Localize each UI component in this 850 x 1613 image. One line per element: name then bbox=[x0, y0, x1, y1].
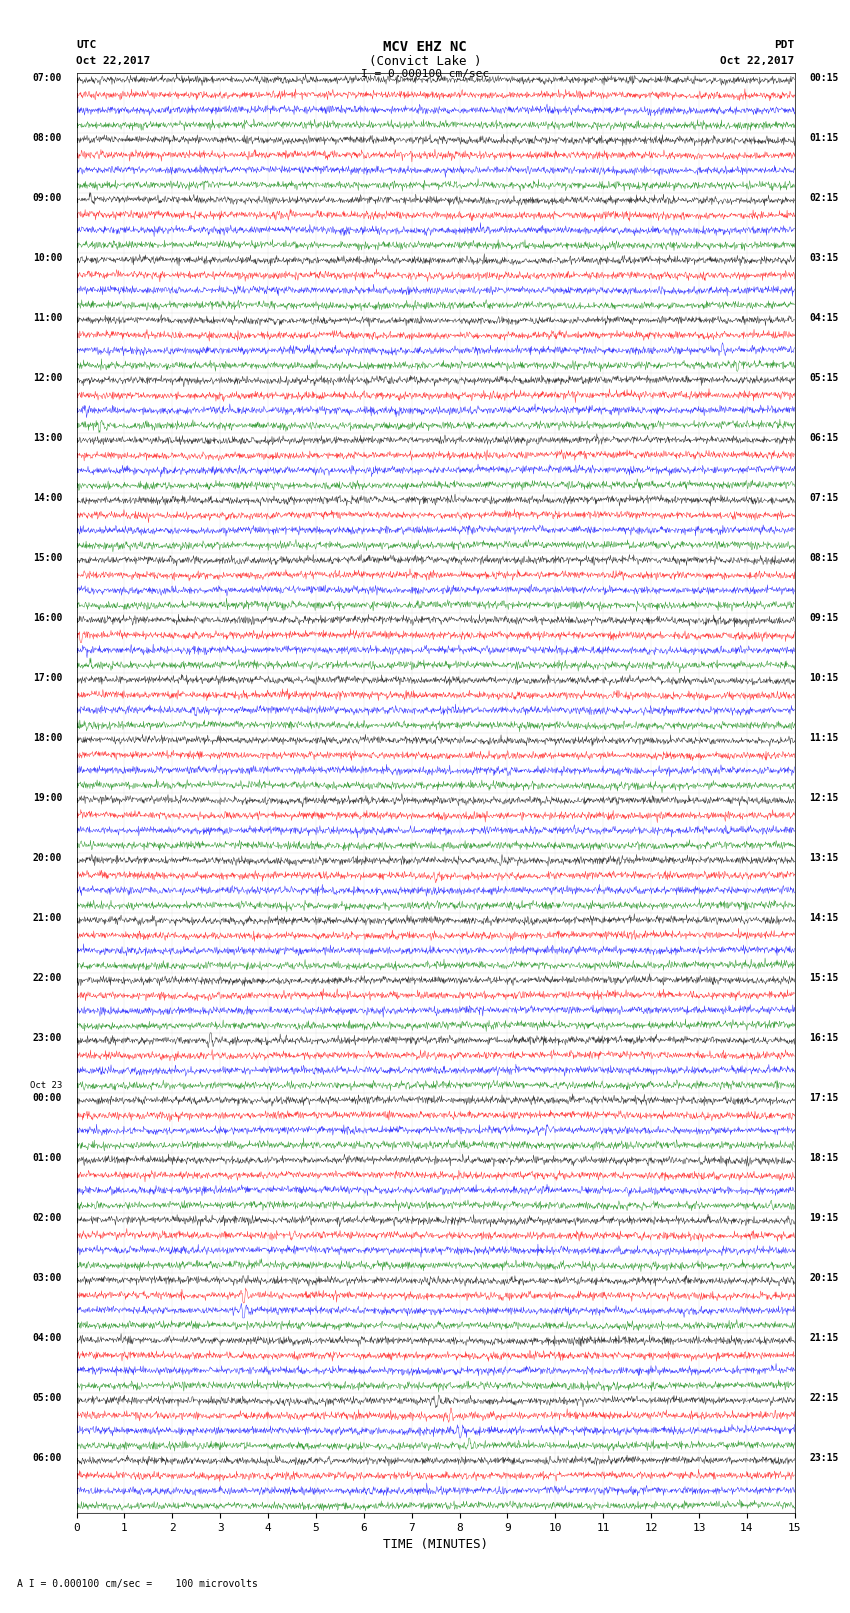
Text: 00:15: 00:15 bbox=[809, 73, 838, 82]
Text: 11:00: 11:00 bbox=[33, 313, 62, 323]
Text: Oct 22,2017: Oct 22,2017 bbox=[721, 56, 795, 66]
Text: 18:15: 18:15 bbox=[809, 1153, 838, 1163]
Text: 18:00: 18:00 bbox=[33, 732, 62, 742]
Text: 21:15: 21:15 bbox=[809, 1332, 838, 1344]
Text: 10:15: 10:15 bbox=[809, 673, 838, 682]
Text: MCV EHZ NC: MCV EHZ NC bbox=[383, 40, 467, 55]
Text: Oct 23: Oct 23 bbox=[30, 1081, 62, 1090]
Text: 02:00: 02:00 bbox=[33, 1213, 62, 1223]
Text: UTC: UTC bbox=[76, 40, 97, 50]
Text: Oct 22,2017: Oct 22,2017 bbox=[76, 56, 150, 66]
Text: 02:15: 02:15 bbox=[809, 192, 838, 203]
Text: 23:00: 23:00 bbox=[33, 1032, 62, 1044]
Text: 14:15: 14:15 bbox=[809, 913, 838, 923]
Text: 15:00: 15:00 bbox=[33, 553, 62, 563]
Text: 16:00: 16:00 bbox=[33, 613, 62, 623]
Text: 19:15: 19:15 bbox=[809, 1213, 838, 1223]
Text: 07:15: 07:15 bbox=[809, 492, 838, 503]
Text: 15:15: 15:15 bbox=[809, 973, 838, 982]
Text: 12:15: 12:15 bbox=[809, 794, 838, 803]
Text: 12:00: 12:00 bbox=[33, 373, 62, 382]
Text: 11:15: 11:15 bbox=[809, 732, 838, 742]
Text: I = 0.000100 cm/sec: I = 0.000100 cm/sec bbox=[361, 69, 489, 79]
Text: 04:00: 04:00 bbox=[33, 1332, 62, 1344]
Text: 14:00: 14:00 bbox=[33, 492, 62, 503]
Text: 03:15: 03:15 bbox=[809, 253, 838, 263]
Text: 21:00: 21:00 bbox=[33, 913, 62, 923]
Text: 17:00: 17:00 bbox=[33, 673, 62, 682]
Text: 22:00: 22:00 bbox=[33, 973, 62, 982]
Text: 08:00: 08:00 bbox=[33, 132, 62, 142]
Text: 23:15: 23:15 bbox=[809, 1453, 838, 1463]
X-axis label: TIME (MINUTES): TIME (MINUTES) bbox=[383, 1539, 488, 1552]
Text: A I = 0.000100 cm/sec =    100 microvolts: A I = 0.000100 cm/sec = 100 microvolts bbox=[17, 1579, 258, 1589]
Text: 19:00: 19:00 bbox=[33, 794, 62, 803]
Text: 01:15: 01:15 bbox=[809, 132, 838, 142]
Text: 01:00: 01:00 bbox=[33, 1153, 62, 1163]
Text: 03:00: 03:00 bbox=[33, 1273, 62, 1282]
Text: 13:00: 13:00 bbox=[33, 432, 62, 442]
Text: 09:00: 09:00 bbox=[33, 192, 62, 203]
Text: 16:15: 16:15 bbox=[809, 1032, 838, 1044]
Text: 06:15: 06:15 bbox=[809, 432, 838, 442]
Text: 04:15: 04:15 bbox=[809, 313, 838, 323]
Text: 09:15: 09:15 bbox=[809, 613, 838, 623]
Text: 07:00: 07:00 bbox=[33, 73, 62, 82]
Text: 13:15: 13:15 bbox=[809, 853, 838, 863]
Text: PDT: PDT bbox=[774, 40, 795, 50]
Text: 17:15: 17:15 bbox=[809, 1094, 838, 1103]
Text: 05:00: 05:00 bbox=[33, 1394, 62, 1403]
Text: 10:00: 10:00 bbox=[33, 253, 62, 263]
Text: 05:15: 05:15 bbox=[809, 373, 838, 382]
Text: (Convict Lake ): (Convict Lake ) bbox=[369, 55, 481, 68]
Text: 00:00: 00:00 bbox=[33, 1094, 62, 1103]
Text: 06:00: 06:00 bbox=[33, 1453, 62, 1463]
Text: 20:00: 20:00 bbox=[33, 853, 62, 863]
Text: 22:15: 22:15 bbox=[809, 1394, 838, 1403]
Text: 20:15: 20:15 bbox=[809, 1273, 838, 1282]
Text: 08:15: 08:15 bbox=[809, 553, 838, 563]
